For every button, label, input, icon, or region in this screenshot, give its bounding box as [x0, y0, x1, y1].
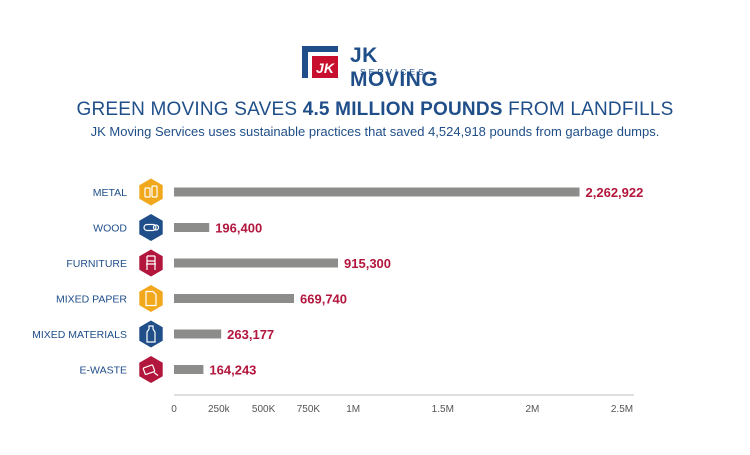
value-label-e-waste: 164,243: [209, 363, 256, 378]
bar-mixed-paper: [174, 294, 295, 303]
logo-subtitle: SERVICES: [360, 67, 427, 77]
category-label-wood: WOOD: [93, 223, 127, 235]
category-label-metal: METAL: [93, 187, 127, 199]
x-tick-label: 750K: [297, 404, 321, 415]
logo: JK JK MOVING SERVICES: [298, 42, 468, 91]
chair-icon: [139, 249, 163, 277]
bar-e-waste: [174, 365, 204, 374]
bottle-icon: [139, 320, 163, 348]
bar-mixed-materials: [174, 329, 222, 339]
logo-mark-text: JK: [316, 60, 335, 76]
bar-wood: [174, 223, 210, 232]
category-label-mixed-paper: MIXED PAPER: [56, 294, 127, 306]
x-tick-label: 250k: [208, 404, 231, 415]
bottle-icon-glyph: [146, 325, 156, 343]
paper-icon: [139, 285, 163, 312]
x-tick-label: 0: [171, 404, 177, 415]
chart-subtitle: JK Moving Services uses sustainable prac…: [90, 124, 660, 139]
value-label-mixed-materials: 263,177: [227, 327, 274, 342]
device-icon: [139, 356, 163, 383]
x-tick-label: 500K: [252, 404, 276, 415]
wood-log-icon-glyph: [143, 223, 160, 232]
value-label-wood: 196,400: [215, 221, 262, 236]
x-tick-label: 1.5M: [432, 404, 454, 415]
x-tick-label: 2.5M: [611, 404, 633, 415]
title-suffix: FROM LANDFILLS: [502, 99, 674, 120]
chair-icon-glyph: [146, 255, 156, 270]
bar-metal: [174, 187, 580, 197]
title-prefix: GREEN MOVING SAVES: [76, 99, 303, 120]
category-label-e-waste: E-WASTE: [80, 365, 127, 377]
value-label-metal: 2,262,922: [586, 185, 644, 200]
jk-logo-mark: JK: [302, 46, 338, 78]
metal-cans-icon-glyph: [144, 185, 158, 198]
device-icon-glyph: [142, 364, 159, 376]
wood-log-icon: [139, 214, 163, 241]
x-tick-label: 1M: [346, 404, 360, 415]
value-label-mixed-paper: 669,740: [300, 292, 347, 307]
metal-cans-icon: [139, 178, 163, 206]
value-label-furniture: 915,300: [344, 256, 391, 271]
x-tick-label: 2M: [525, 404, 539, 415]
bar-furniture: [174, 258, 339, 268]
logo-name: JK MOVING: [350, 44, 439, 91]
category-label-mixed-materials: MIXED MATERIALS: [32, 329, 127, 341]
paper-icon-glyph: [145, 290, 157, 307]
category-label-furniture: FURNITURE: [66, 258, 127, 270]
title-bold: 4.5 MILLION POUNDS: [302, 99, 503, 120]
chart-title: GREEN MOVING SAVES 4.5 MILLION POUNDS FR…: [0, 99, 750, 121]
